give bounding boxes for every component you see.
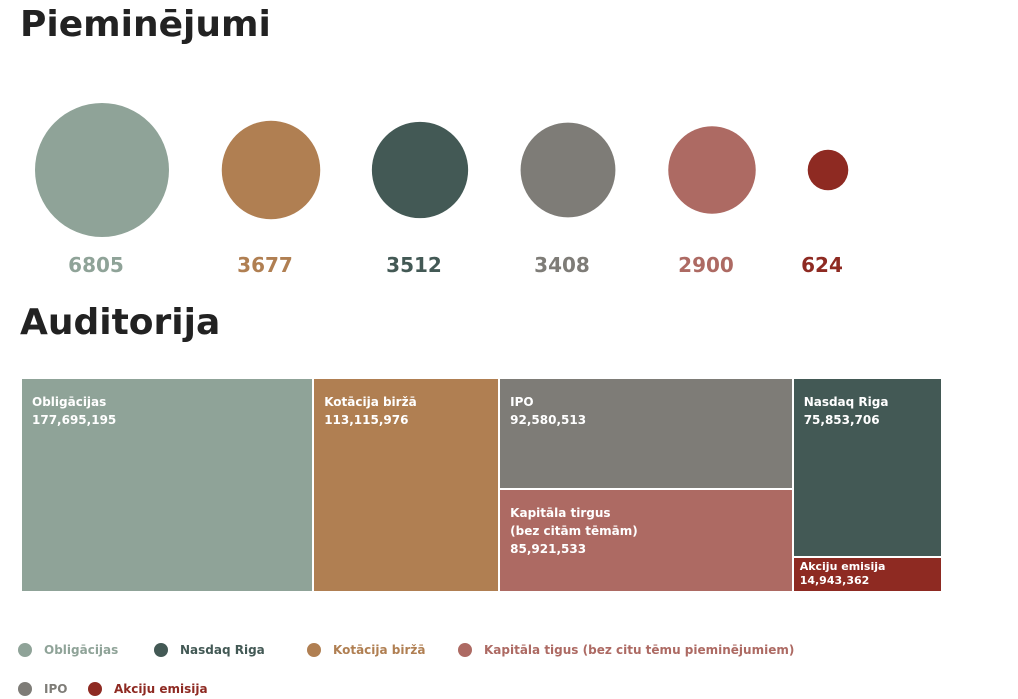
bubble bbox=[807, 149, 849, 191]
value-label: 3677 bbox=[237, 253, 293, 277]
treemap-cell: Obligācijas 177,695,195 bbox=[21, 378, 314, 592]
legend-swatch bbox=[154, 643, 168, 657]
cell-label: Akciju emisija bbox=[799, 559, 886, 573]
cell-value: 14,943,362 bbox=[799, 573, 870, 587]
cell-value: 113,115,976 bbox=[324, 413, 409, 427]
legend-item: IPO bbox=[18, 682, 67, 696]
cell-value: 177,695,195 bbox=[32, 413, 117, 427]
treemap-cell: Kapitāla tirgus (bez citām tēmām) 85,921,… bbox=[499, 488, 793, 592]
legend-item: Kapitāla tigus (bez citu tēmu pieminējum… bbox=[458, 643, 794, 657]
legend-item: Kotācija biržā bbox=[307, 643, 425, 657]
legend-label: Akciju emisija bbox=[114, 682, 208, 696]
cell-label: Kotācija biržā bbox=[324, 395, 417, 409]
legend-swatch bbox=[307, 643, 321, 657]
value-label: 2900 bbox=[678, 253, 734, 277]
bubble bbox=[35, 103, 169, 237]
legend-label: Nasdaq Riga bbox=[180, 643, 265, 657]
legend-swatch bbox=[18, 682, 32, 696]
title: Pieminējumi bbox=[20, 4, 271, 45]
cell-value: 75,853,706 bbox=[803, 413, 880, 427]
treemap-cell: Nasdaq Riga 75,853,706 bbox=[792, 378, 942, 557]
bubble-chart: 6805 3677 3512 3408 2900 624 bbox=[35, 103, 849, 277]
legend-label: Obligācijas bbox=[44, 643, 119, 657]
cell-value: 92,580,513 bbox=[510, 413, 587, 427]
legend-swatch bbox=[458, 643, 472, 657]
bubble bbox=[371, 121, 469, 219]
legend-item: Nasdaq Riga bbox=[154, 643, 265, 657]
treemap-cell: Akciju emisija 14,943,362 bbox=[792, 556, 942, 592]
value-label: 3408 bbox=[534, 253, 590, 277]
cell-label: Obligācijas bbox=[32, 395, 107, 409]
bubble bbox=[520, 122, 616, 218]
treemap-cell: Kotācija biržā 113,115,976 bbox=[313, 378, 500, 592]
legend-label: Kotācija biržā bbox=[333, 643, 426, 657]
cell-label: Nasdaq Riga bbox=[803, 395, 889, 409]
cell-value: 85,921,533 bbox=[510, 541, 587, 556]
legend-label: IPO bbox=[44, 682, 68, 696]
value-label: 6805 bbox=[68, 253, 124, 277]
legend-item: Obligācijas bbox=[18, 643, 118, 657]
treemap-cell: IPO 92,580,513 bbox=[499, 378, 793, 489]
bubble bbox=[221, 120, 321, 220]
legend-label: Kapitāla tigus (bez citu tēmu pieminējum… bbox=[484, 643, 795, 657]
title: Auditorija bbox=[20, 302, 221, 343]
legend-swatch bbox=[88, 682, 102, 696]
cell-label: IPO bbox=[510, 395, 534, 409]
cell-label: Kapitāla tirgus (bez citām tēmām) bbox=[510, 505, 638, 538]
value-label: 624 bbox=[801, 253, 843, 277]
bubble bbox=[668, 126, 756, 214]
value-label: 3512 bbox=[386, 253, 442, 277]
legend-item: Akciju emisija bbox=[88, 682, 208, 696]
legend-swatch bbox=[18, 643, 32, 657]
